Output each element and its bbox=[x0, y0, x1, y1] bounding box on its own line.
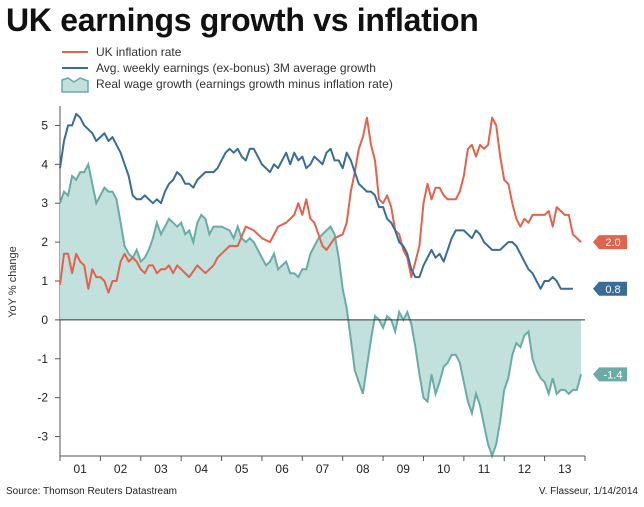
legend: UK inflation rate Avg. weekly earnings (… bbox=[61, 45, 393, 93]
legend-swatch-real-wage bbox=[61, 77, 89, 93]
y-tick-label: 1 bbox=[41, 274, 48, 288]
chart-title: UK earnings growth vs inflation bbox=[6, 2, 479, 38]
x-tick-label: 07 bbox=[316, 462, 330, 476]
end-label-value: 2.0 bbox=[605, 237, 620, 249]
source-note: Source: Thomson Reuters Datastream bbox=[6, 486, 177, 497]
real-wage-area-fill bbox=[60, 164, 581, 457]
y-tick-label: 4 bbox=[41, 157, 48, 171]
end-label-value: -1.4 bbox=[604, 369, 623, 381]
real-wage-area-layer bbox=[59, 161, 582, 460]
end-label-tag bbox=[593, 235, 627, 250]
x-tick-label: 06 bbox=[275, 462, 289, 476]
end-label-value: 0.8 bbox=[605, 284, 620, 296]
inflation-end-label: 2.0 bbox=[593, 235, 627, 250]
earnings-line bbox=[59, 112, 573, 290]
y-tick-label: 0 bbox=[41, 313, 48, 327]
inflation-line bbox=[59, 116, 582, 294]
credit-note: V. Flasseur, 1/14/2014 bbox=[539, 486, 639, 497]
legend-label-real-wage: Real wage growth (earnings growth minus … bbox=[96, 77, 393, 91]
end-label-tag bbox=[593, 367, 627, 382]
legend-label-earnings: Avg. weekly earnings (ex-bonus) 3M avera… bbox=[96, 61, 376, 75]
x-tick-label: 11 bbox=[478, 462, 491, 476]
end-labels: 2.0 0.8 -1.4 bbox=[593, 235, 627, 382]
x-tick-label: 05 bbox=[235, 462, 249, 476]
y-axis: 5 4 3 2 1 0 -1 -2 -3 bbox=[37, 118, 60, 444]
x-tick-label: 13 bbox=[558, 462, 572, 476]
x-tick-label: 04 bbox=[195, 462, 209, 476]
x-axis: 01 02 03 04 05 06 07 08 09 10 11 12 13 bbox=[59, 455, 586, 476]
x-tick-label: 01 bbox=[74, 462, 88, 476]
x-tick-label: 08 bbox=[356, 462, 370, 476]
x-tick-label: 03 bbox=[154, 462, 168, 476]
earnings-end-label: 0.8 bbox=[593, 281, 627, 296]
real-wage-end-label: -1.4 bbox=[593, 367, 627, 382]
end-label-tag bbox=[593, 281, 627, 296]
x-tick-label: 09 bbox=[397, 462, 411, 476]
legend-label-inflation: UK inflation rate bbox=[96, 45, 182, 59]
x-tick-label: 12 bbox=[518, 462, 532, 476]
y-axis-label: YoY % change bbox=[7, 246, 19, 318]
y-tick-label: -1 bbox=[37, 352, 48, 366]
x-tick-label: 02 bbox=[114, 462, 128, 476]
y-tick-label: -2 bbox=[37, 391, 48, 405]
y-tick-label: 2 bbox=[41, 235, 48, 249]
y-tick-label: 5 bbox=[41, 118, 48, 132]
x-tick-label: 10 bbox=[437, 462, 451, 476]
real-wage-area-line bbox=[59, 161, 582, 460]
series-lines-layer bbox=[59, 112, 582, 294]
y-tick-label: 3 bbox=[41, 196, 48, 210]
y-tick-label: -3 bbox=[37, 430, 48, 444]
